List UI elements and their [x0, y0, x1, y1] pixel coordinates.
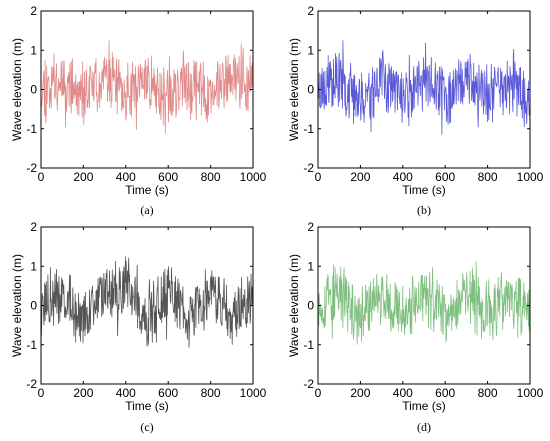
y-tick-label: -1 — [303, 122, 314, 136]
x-tick-label: 200 — [73, 386, 93, 400]
y-tick-label: 2 — [307, 4, 314, 18]
y-tick-label: 0 — [307, 299, 314, 313]
x-tick-label: 800 — [478, 386, 498, 400]
x-tick-label: 200 — [350, 386, 370, 400]
series-line — [317, 40, 531, 135]
y-tick-label: 0 — [30, 299, 37, 313]
x-axis-label: Time (s) — [125, 183, 169, 197]
y-axis-label: Wave elevation (m) — [10, 254, 24, 357]
chart-panel-3: 0 200 400 600 800 1000 -2 -1 0 1 2 Time (s) Wave ele… — [287, 220, 544, 434]
panel-caption: (d) — [417, 420, 431, 434]
x-tick-label: 1000 — [240, 170, 267, 184]
y-tick-label: -2 — [303, 161, 314, 175]
panel-caption: (b) — [417, 203, 431, 217]
y-tick-label: -1 — [26, 122, 37, 136]
series-line — [40, 256, 254, 348]
y-tick-label: 1 — [307, 43, 314, 57]
x-tick-label: 1000 — [240, 386, 267, 400]
x-tick-label: 400 — [116, 170, 136, 184]
x-axis-label: Time (s) — [125, 399, 169, 413]
chart-panel-2: 0 200 400 600 800 1000 -2 -1 0 1 2 Time (s) Wave ele… — [10, 220, 267, 434]
x-tick-label: 0 — [315, 170, 322, 184]
x-tick-label: 600 — [158, 386, 178, 400]
x-tick-label: 400 — [393, 170, 413, 184]
x-tick-label: 400 — [116, 386, 136, 400]
y-tick-label: 1 — [30, 43, 37, 57]
y-tick-label: 2 — [30, 220, 37, 234]
y-axis-label: Wave elevation (m) — [287, 38, 301, 141]
x-tick-label: 600 — [435, 170, 455, 184]
y-tick-label: 1 — [30, 259, 37, 273]
y-tick-label: 2 — [30, 4, 37, 18]
y-tick-label: 0 — [307, 83, 314, 97]
y-tick-label: -1 — [26, 338, 37, 352]
x-tick-label: 200 — [73, 170, 93, 184]
panel-caption: (a) — [140, 203, 153, 217]
y-tick-label: -2 — [303, 377, 314, 391]
y-tick-label: 1 — [307, 259, 314, 273]
x-tick-label: 0 — [38, 170, 45, 184]
x-tick-label: 800 — [201, 170, 221, 184]
chart-panel-1: 0 200 400 600 800 1000 -2 -1 0 1 2 Time (s) Wave ele… — [287, 4, 544, 217]
y-axis-label: Wave elevation (m) — [287, 254, 301, 357]
x-axis-label: Time (s) — [402, 399, 446, 413]
series-line — [317, 261, 531, 345]
x-tick-label: 600 — [435, 386, 455, 400]
chart-panel-0: 0 200 400 600 800 1000 -2 -1 0 1 2 Time (s) Wave ele… — [10, 4, 267, 217]
y-tick-label: -2 — [26, 161, 37, 175]
x-tick-label: 600 — [158, 170, 178, 184]
x-tick-label: 0 — [315, 386, 322, 400]
x-tick-label: 0 — [38, 386, 45, 400]
y-axis-label: Wave elevation (m) — [10, 38, 24, 141]
x-tick-label: 800 — [478, 170, 498, 184]
y-tick-label: -1 — [303, 338, 314, 352]
x-tick-label: 1000 — [517, 386, 544, 400]
x-tick-label: 400 — [393, 386, 413, 400]
x-tick-label: 200 — [350, 170, 370, 184]
x-axis-label: Time (s) — [402, 183, 446, 197]
series-line — [40, 40, 254, 134]
y-tick-label: 0 — [30, 83, 37, 97]
y-tick-label: -2 — [26, 377, 37, 391]
x-tick-label: 800 — [201, 386, 221, 400]
x-tick-label: 1000 — [517, 170, 544, 184]
panel-caption: (c) — [140, 420, 153, 434]
y-tick-label: 2 — [307, 220, 314, 234]
